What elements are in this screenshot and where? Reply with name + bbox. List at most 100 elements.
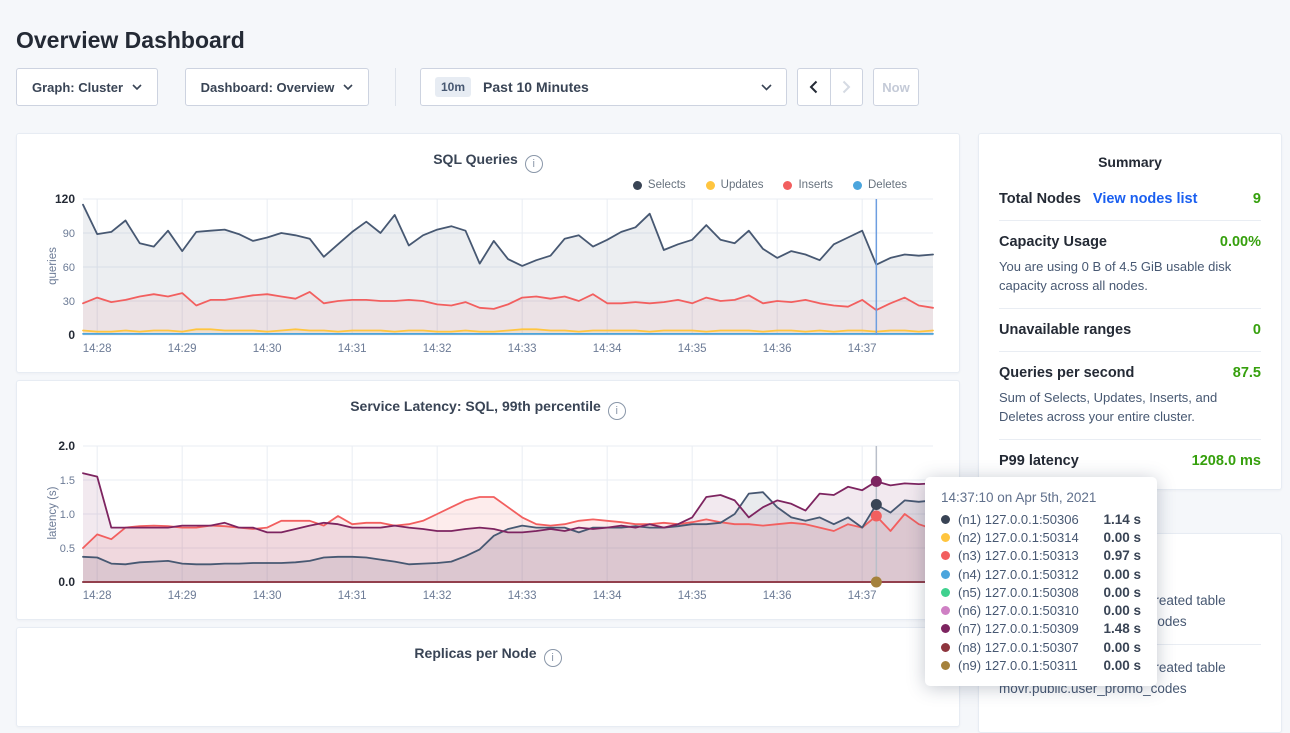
summary-item-label: Queries per second [999,365,1134,381]
tooltip-node-value: 1.48 s [1103,621,1141,636]
svg-text:14:29: 14:29 [168,343,197,355]
svg-text:30: 30 [63,296,75,308]
tooltip-node-label: (n2) 127.0.0.1:50314 [958,530,1103,545]
service-latency-chart[interactable]: 14:2814:2914:3014:3114:3214:3314:3414:35… [17,436,961,613]
time-prev-button[interactable] [798,69,830,105]
summary-item: P99 latency1208.0 ms [999,440,1261,482]
dashboard-dropdown-label: Dashboard: Overview [201,80,335,95]
time-range-dropdown[interactable]: 10m Past 10 Minutes [420,68,787,106]
tooltip-node-value: 0.00 s [1103,603,1141,618]
series-dot-icon [941,533,950,542]
tooltip-node-value: 0.00 s [1103,585,1141,600]
svg-text:14:33: 14:33 [508,590,537,602]
summary-item: Queries per second 87.5 Sum of Selects, Up… [999,352,1261,440]
summary-item-value: 0 [1253,322,1261,338]
summary-item-value: 1208.0 ms [1192,453,1261,469]
chart-title: Replicas per Node [17,645,959,667]
svg-text:14:33: 14:33 [508,343,537,355]
svg-text:14:30: 14:30 [253,343,282,355]
summary-item-label: Total Nodes [999,191,1081,207]
svg-text:14:35: 14:35 [678,590,707,602]
series-dot-icon [941,515,950,524]
replicas-per-node-panel: Replicas per Node [16,627,960,727]
tooltip-row: (n9) 127.0.0.1:503110.00 s [941,656,1141,674]
time-next-button[interactable] [830,69,863,105]
tooltip-row: (n2) 127.0.0.1:503140.00 s [941,528,1141,546]
svg-text:14:37: 14:37 [848,590,877,602]
summary-item-label: Unavailable ranges [999,322,1131,338]
view-nodes-list-link[interactable]: View nodes list [1093,191,1198,207]
graph-dropdown-label: Graph: Cluster [32,80,123,95]
tooltip-row: (n5) 127.0.0.1:503080.00 s [941,583,1141,601]
tooltip-node-label: (n5) 127.0.0.1:50308 [958,585,1103,600]
svg-text:14:32: 14:32 [423,343,452,355]
svg-text:14:35: 14:35 [678,343,707,355]
svg-text:14:36: 14:36 [763,590,792,602]
info-icon[interactable] [525,155,543,173]
page-title: Overview Dashboard [16,27,245,54]
svg-text:0: 0 [68,328,75,342]
tooltip-timestamp: 14:37:10 on Apr 5th, 2021 [941,490,1141,505]
summary-item-description: You are using 0 B of 4.5 GiB usable disk… [999,257,1261,295]
summary-item: Unavailable ranges 0 [999,309,1261,352]
tooltip-node-value: 0.00 s [1103,567,1141,582]
chevron-down-icon [132,84,142,90]
sql-queries-chart[interactable]: 14:2814:2914:3014:3114:3214:3314:3414:35… [17,189,961,366]
summary-item-description: Sum of Selects, Updates, Inserts, and De… [999,388,1261,426]
summary-item: Total Nodes View nodes list 9 [999,178,1261,221]
controls-divider [395,68,396,106]
tooltip-row: (n4) 127.0.0.1:503120.00 s [941,565,1141,583]
tooltip-node-label: (n1) 127.0.0.1:50306 [958,512,1103,527]
svg-text:14:31: 14:31 [338,343,367,355]
svg-text:2.0: 2.0 [58,439,75,453]
chart-title-text: SQL Queries [433,151,518,167]
svg-text:60: 60 [63,262,75,274]
series-dot-icon [941,551,950,560]
chevron-right-icon [842,80,851,94]
svg-text:0.5: 0.5 [60,543,75,555]
chevron-down-icon [343,84,353,90]
svg-text:14:34: 14:34 [593,590,622,602]
svg-text:0.0: 0.0 [58,575,75,589]
svg-text:14:36: 14:36 [763,343,792,355]
chevron-down-icon [761,84,772,91]
chevron-left-icon [809,80,818,94]
svg-text:14:31: 14:31 [338,590,367,602]
tooltip-row: (n3) 127.0.0.1:503130.97 s [941,547,1141,565]
svg-text:14:32: 14:32 [423,590,452,602]
summary-heading: Summary [979,134,1281,178]
tooltip-node-value: 0.00 s [1103,658,1141,673]
series-dot-icon [941,624,950,633]
service-latency-panel: Service Latency: SQL, 99th percentile la… [16,380,960,620]
series-dot-icon [941,606,950,615]
summary-item-value: 9 [1253,191,1261,207]
time-range-label: Past 10 Minutes [483,79,589,95]
tooltip-row: (n1) 127.0.0.1:503061.14 s [941,510,1141,528]
tooltip-node-label: (n4) 127.0.0.1:50312 [958,567,1103,582]
sql-queries-panel: SQL Queries SelectsUpdatesInsertsDeletes… [16,133,960,373]
summary-item-value: 87.5 [1233,365,1261,381]
series-dot-icon [941,588,950,597]
tooltip-node-value: 0.97 s [1103,548,1141,563]
info-icon[interactable] [544,649,562,667]
series-dot-icon [941,661,950,670]
summary-item-label: Capacity Usage [999,234,1107,250]
tooltip-row: (n6) 127.0.0.1:503100.00 s [941,601,1141,619]
summary-item-value: 0.00% [1220,234,1261,250]
dashboard-dropdown[interactable]: Dashboard: Overview [185,68,369,106]
svg-text:14:28: 14:28 [83,590,112,602]
tooltip-node-label: (n8) 127.0.0.1:50307 [958,640,1103,655]
chart-title-text: Service Latency: SQL, 99th percentile [350,398,601,414]
summary-panel: Summary Total Nodes View nodes list 9 Capac… [978,133,1282,490]
info-icon[interactable] [608,402,626,420]
chart-title: SQL Queries [17,151,959,173]
tooltip-node-value: 0.00 s [1103,640,1141,655]
now-button[interactable]: Now [873,68,919,106]
svg-text:90: 90 [63,228,75,240]
graph-dropdown[interactable]: Graph: Cluster [16,68,158,106]
svg-text:14:29: 14:29 [168,590,197,602]
series-dot-icon [941,643,950,652]
chart-title-text: Replicas per Node [414,645,536,661]
tooltip-node-label: (n3) 127.0.0.1:50313 [958,548,1103,563]
tooltip-node-value: 1.14 s [1103,512,1141,527]
